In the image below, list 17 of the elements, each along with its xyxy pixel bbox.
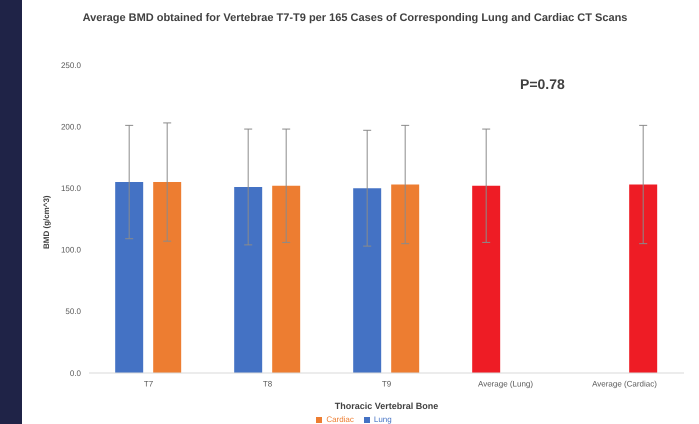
- y-tick-label: 200.0: [60, 122, 82, 132]
- y-axis-title: BMD (g/cm^3): [42, 195, 51, 249]
- x-axis-title: Thoracic Vertebral Bone: [334, 401, 438, 411]
- x-tick-label: T9: [382, 380, 392, 389]
- legend-label: Cardiac: [326, 415, 354, 424]
- y-tick-label: 0.0: [70, 368, 82, 378]
- x-tick-label: Average (Lung): [478, 380, 534, 389]
- y-tick-label: 250.0: [60, 60, 82, 70]
- y-tick-label: 100.0: [60, 246, 82, 255]
- y-tick-label: 150.0: [60, 184, 82, 194]
- y-tick-label: 50.0: [65, 307, 82, 316]
- legend-label: Lung: [374, 415, 392, 424]
- annotation: P=0.78: [520, 76, 565, 92]
- x-tick-label: T8: [262, 380, 273, 389]
- x-tick-label: Average (Cardiac): [592, 380, 658, 389]
- x-tick-label: T7: [144, 380, 154, 389]
- chart-title: Average BMD obtained for Vertebrae T7-T9 per 165 Cases of Corresponding Lung and Cardiac CT Scans: [82, 11, 628, 26]
